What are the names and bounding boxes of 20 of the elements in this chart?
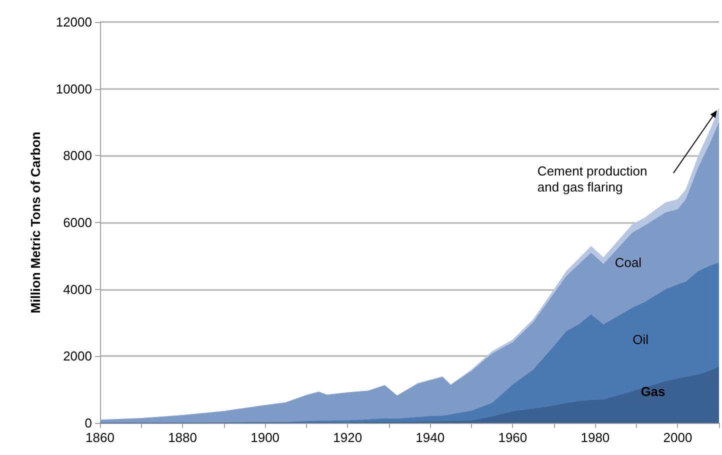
- x-tick-label: 1960: [498, 430, 528, 445]
- x-tick-label: 1940: [416, 430, 445, 445]
- x-tick-label: 1880: [168, 430, 197, 445]
- x-tick-label: 2000: [663, 430, 692, 445]
- y-tick-label: 0: [84, 416, 92, 430]
- y-tick-label: 2000: [63, 348, 92, 364]
- series-label: Cement production and gas flaring: [537, 164, 651, 195]
- x-tick-label: 1980: [580, 430, 610, 445]
- y-tick-label: 10000: [56, 81, 92, 96]
- x-tick-label: 1900: [250, 430, 280, 445]
- x-tick-label: 1920: [333, 430, 362, 445]
- y-tick-label: 4000: [63, 282, 92, 297]
- x-tick-label: 1860: [86, 430, 114, 445]
- series-label: Oil: [632, 332, 649, 347]
- y-tick-label: 6000: [63, 215, 92, 230]
- y-tick-label: 8000: [63, 148, 92, 164]
- series-label: Gas: [640, 384, 666, 399]
- y-tick-label: 12000: [56, 14, 92, 30]
- series-label: Coal: [614, 255, 642, 270]
- y-axis-title: Million Metric Tons of Carbon: [28, 132, 43, 314]
